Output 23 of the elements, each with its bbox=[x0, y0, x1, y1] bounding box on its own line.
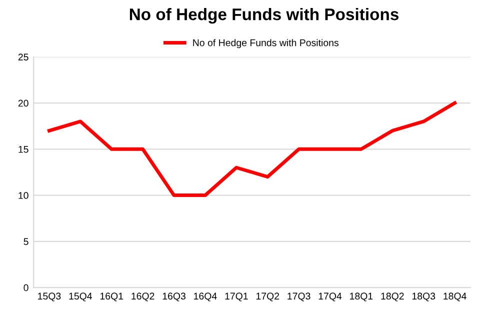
y-tick-label: 20 bbox=[18, 100, 28, 107]
x-tick-label: 18Q3 bbox=[412, 292, 436, 302]
chart-title: No of Hedge Funds with Positions bbox=[130, 8, 399, 24]
x-tick-label: 17Q3 bbox=[288, 292, 310, 302]
legend-label: No of Hedge Funds with Positions bbox=[193, 39, 338, 48]
y-tick-label: 25 bbox=[18, 54, 28, 60]
y-tick-label: 5 bbox=[24, 238, 28, 246]
x-tick-label: 17Q2 bbox=[256, 292, 280, 302]
y-tick-label: 0 bbox=[24, 284, 28, 292]
x-tick-label: 18Q2 bbox=[381, 292, 404, 302]
y-tick-label: 15 bbox=[18, 146, 28, 153]
line-series bbox=[47, 101, 457, 198]
x-tick-label: 16Q2 bbox=[132, 292, 154, 302]
x-tick-label: 15Q4 bbox=[69, 292, 92, 302]
x-tick-label: 16Q4 bbox=[194, 292, 217, 302]
x-tick-label: 18Q1 bbox=[350, 292, 373, 302]
x-tick-label: 18Q4 bbox=[444, 292, 466, 302]
x-tick-label: 16Q3 bbox=[162, 292, 186, 302]
x-tick-label: 16Q1 bbox=[100, 292, 124, 302]
x-tick-label: 17Q4 bbox=[318, 292, 342, 302]
y-tick-label: 10 bbox=[18, 192, 28, 199]
x-tick-label: 17Q1 bbox=[225, 292, 248, 302]
x-tick-label: 15Q3 bbox=[38, 292, 61, 302]
